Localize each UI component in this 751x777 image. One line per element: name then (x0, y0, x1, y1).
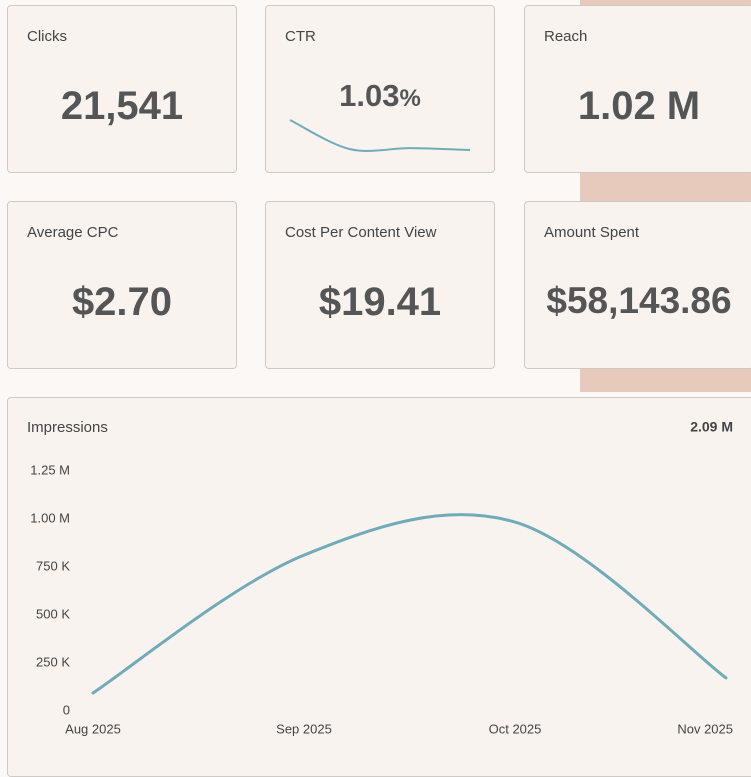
y-tick-label: 1.00 M (30, 510, 70, 525)
chart-total: 2.09 M (690, 419, 733, 435)
card-value: 21,541 (60, 84, 184, 128)
card-label: Amount Spent (544, 224, 640, 241)
card-label: Clicks (27, 28, 67, 45)
card-value: 1.02 M (577, 84, 701, 128)
card-label: Cost Per Content View (285, 224, 437, 241)
card-label: Average CPC (27, 224, 119, 241)
y-tick-label: 0 (63, 702, 70, 717)
y-tick-label: 1.25 M (30, 462, 70, 477)
x-tick-label: Nov 2025 (677, 721, 733, 736)
chart-card (7, 397, 751, 777)
kpi-card: CTR 1.03% (265, 5, 495, 173)
card-label: CTR (285, 28, 316, 45)
x-tick-label: Aug 2025 (65, 721, 121, 736)
card-value-unit: % (399, 85, 421, 112)
y-tick-label: 500 K (36, 606, 70, 621)
card-value: $19.41 (318, 280, 442, 324)
sparkline (289, 119, 471, 152)
y-tick-label: 250 K (36, 654, 70, 669)
line-series (91, 513, 728, 695)
kpi-card: Average CPC $2.70 (7, 201, 237, 369)
x-tick-label: Oct 2025 (489, 721, 542, 736)
kpi-card: Cost Per Content View $19.41 (265, 201, 495, 369)
card-value: $2.70 (71, 280, 173, 324)
chart-title: Impressions (27, 419, 108, 436)
x-tick-label: Sep 2025 (276, 721, 332, 736)
dashboard: {"cards": [ {"label": "Clicks", "value":… (7, 0, 751, 777)
card-value-number: 1.03 (339, 78, 400, 113)
y-tick-label: 750 K (36, 558, 70, 573)
chart: Impressions 2.09 M 0 250 K 500 K 750 K 1.00 … (27, 119, 733, 736)
card-value: 1.03% (266, 78, 494, 114)
kpi-card: Clicks 21,541 (7, 5, 237, 173)
card-label: Reach (544, 28, 588, 45)
kpi-card: Reach 1.02 M (524, 5, 751, 173)
kpi-card: Amount Spent $58,143.86 (524, 201, 751, 369)
card-value: $58,143.86 (546, 280, 732, 321)
